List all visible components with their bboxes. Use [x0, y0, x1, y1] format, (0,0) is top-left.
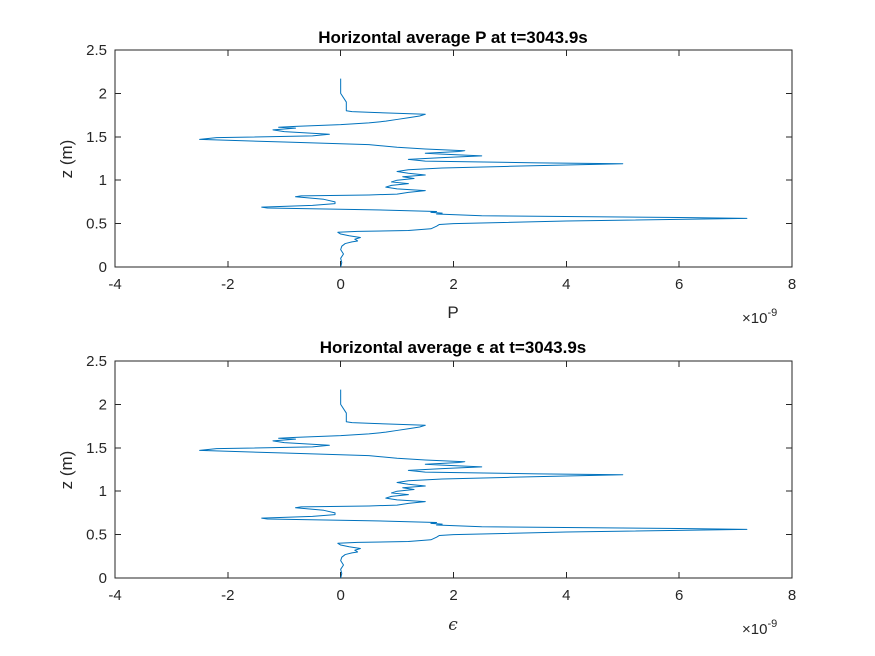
series-line: [199, 389, 748, 579]
x-exponent-base: ×10: [742, 621, 767, 638]
subplot-top: Horizontal average P at t=3043.9s -4 -2 0 2…: [57, 28, 796, 327]
y-axis-label: z (m): [57, 451, 76, 490]
x-exponent-power: -9: [767, 307, 777, 319]
y-tick-label: 2: [99, 85, 107, 102]
x-exponent-label: ×10-9: [742, 618, 777, 638]
x-tick-label: 0: [336, 587, 344, 604]
x-tick-label: -2: [221, 276, 234, 293]
x-tick-label: 6: [675, 587, 683, 604]
plot-area: -4 -2 0 2 4 6 8 0 0.5 1 1.5 2 2.5: [86, 353, 796, 604]
subplot-bottom: Horizontal average ϵ at t=3043.9s -4 -2 0 2…: [57, 338, 796, 638]
y-tick-label: 0.5: [86, 527, 107, 544]
plot-area: -4 -2 0 2 4 6 8 0 0.5 1 1.5 2 2.5: [86, 42, 796, 293]
x-tick-label: 4: [562, 587, 570, 604]
y-tick-label: 1.5: [86, 129, 107, 146]
x-tick-label: 8: [788, 587, 796, 604]
x-tick-label: 0: [336, 276, 344, 293]
y-tick-label: 2.5: [86, 353, 107, 370]
x-tick-label: 6: [675, 276, 683, 293]
x-axis-label: P: [447, 303, 458, 322]
y-tick-label: 0: [99, 259, 107, 276]
x-exponent-power: -9: [767, 618, 777, 630]
x-axis-label: ϵ: [448, 615, 458, 635]
x-tick-label: -4: [108, 276, 121, 293]
chart-title: Horizontal average ϵ at t=3043.9s: [320, 338, 587, 357]
x-tick-label: 2: [449, 276, 457, 293]
x-exponent-label: ×10-9: [742, 307, 777, 327]
x-tick-label: -4: [108, 587, 121, 604]
y-axis-label: z (m): [57, 140, 76, 179]
x-exponent-base: ×10: [742, 310, 767, 327]
y-tick-label: 2.5: [86, 42, 107, 59]
y-tick-label: 2: [99, 396, 107, 413]
x-tick-label: 2: [449, 587, 457, 604]
x-tick-label: -2: [221, 587, 234, 604]
y-tick-label: 1: [99, 483, 107, 500]
x-tick-label: 4: [562, 276, 570, 293]
series-line: [199, 78, 748, 268]
x-tick-label: 8: [788, 276, 796, 293]
y-tick-label: 0.5: [86, 216, 107, 233]
y-tick-label: 1.5: [86, 440, 107, 457]
y-tick-label: 0: [99, 570, 107, 587]
chart-title: Horizontal average P at t=3043.9s: [318, 28, 587, 47]
y-tick-label: 1: [99, 172, 107, 189]
